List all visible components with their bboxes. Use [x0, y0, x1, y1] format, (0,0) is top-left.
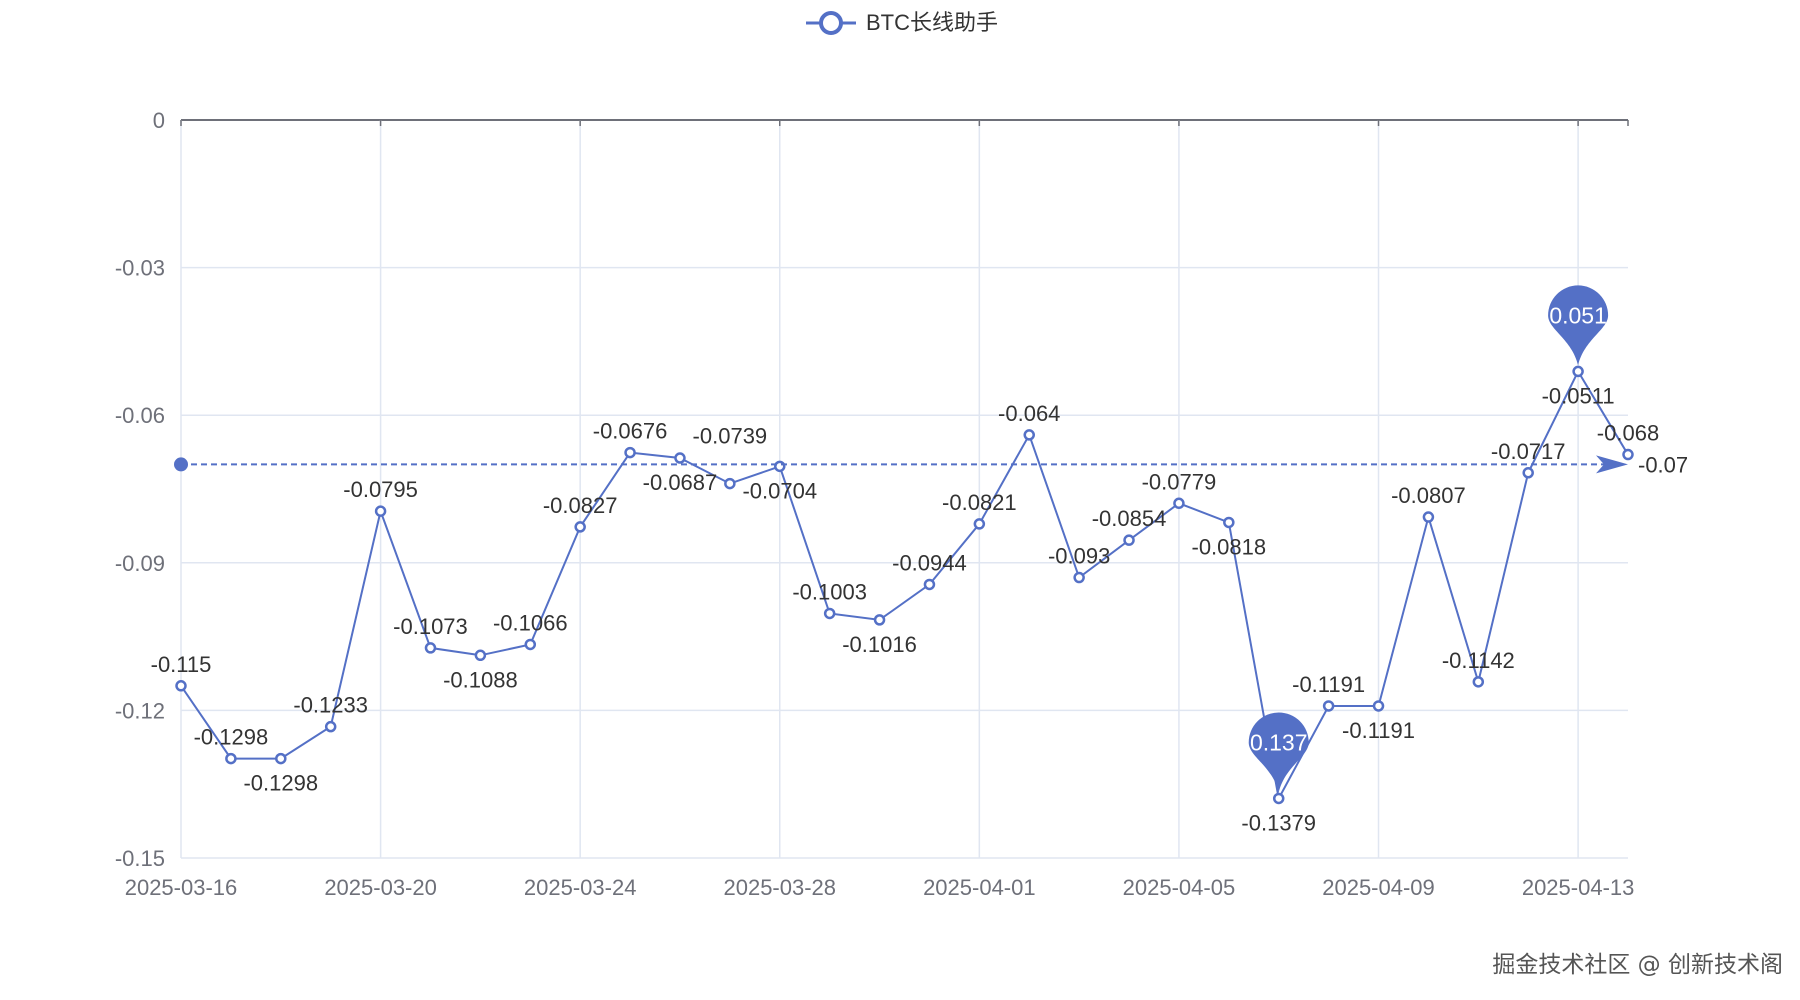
data-label: -0.0511 — [1542, 383, 1615, 408]
data-label: -0.1073 — [393, 614, 468, 639]
x-tick-label: 2025-04-05 — [1123, 875, 1236, 900]
data-label: -0.1191 — [1292, 672, 1365, 697]
data-point — [225, 752, 237, 765]
pin-label-max: 0.051 — [1549, 302, 1607, 328]
data-label: -0.1233 — [293, 693, 368, 718]
data-point — [424, 642, 437, 654]
data-label: -0.1142 — [1442, 648, 1515, 673]
data-point — [374, 505, 387, 517]
data-label: -0.093 — [1048, 544, 1110, 569]
data-label: -0.0779 — [1142, 469, 1217, 494]
y-tick-label: -0.15 — [115, 846, 165, 871]
data-label: -0.1088 — [443, 667, 518, 692]
data-point — [524, 638, 537, 651]
data-point — [275, 752, 287, 765]
data-label: -0.1379 — [1241, 810, 1316, 835]
data-label: -0.1298 — [243, 771, 318, 796]
data-point — [1522, 467, 1534, 479]
data-point — [973, 518, 986, 530]
data-label: -0.0717 — [1491, 439, 1566, 464]
average-label: -0.07 — [1638, 452, 1688, 477]
data-point — [624, 446, 636, 459]
y-tick-label: -0.06 — [115, 403, 165, 428]
legend[interactable]: BTC长线助手 — [806, 10, 998, 35]
pin-marker-max — [1548, 285, 1609, 366]
data-label: -0.1066 — [493, 610, 568, 635]
data-point — [324, 720, 337, 733]
data-point — [1272, 792, 1285, 805]
data-point — [674, 452, 686, 464]
pin-label-min: 0.137 — [1250, 729, 1308, 755]
data-label: -0.1191 — [1342, 718, 1415, 743]
data-point — [574, 521, 586, 533]
y-tick-label: 0 — [153, 108, 165, 133]
data-label: -0.0821 — [942, 490, 1017, 515]
data-label: -0.064 — [998, 401, 1060, 426]
data-label: -0.115 — [151, 652, 212, 677]
data-label: -0.0818 — [1192, 534, 1267, 559]
data-label: -0.1016 — [842, 632, 917, 657]
data-point — [1173, 497, 1185, 510]
data-point — [1572, 365, 1584, 378]
data-point — [1223, 516, 1235, 529]
y-tick-label: -0.12 — [115, 698, 165, 723]
legend-circle-icon — [819, 11, 843, 35]
data-point — [1073, 571, 1085, 584]
data-label: -0.0704 — [742, 478, 817, 503]
data-label: -0.0854 — [1092, 506, 1167, 531]
data-point — [474, 649, 487, 662]
x-tick-label: 2025-03-16 — [125, 875, 238, 900]
data-point — [1322, 700, 1335, 712]
x-tick-label: 2025-04-13 — [1522, 875, 1635, 900]
markline-arrow-icon — [1596, 455, 1628, 474]
data-label: -0.0687 — [643, 470, 718, 495]
data-point — [1123, 534, 1135, 546]
data-point — [1372, 700, 1385, 712]
data-label: -0.0807 — [1391, 483, 1466, 508]
legend-label: BTC长线助手 — [866, 10, 998, 35]
data-point — [1622, 448, 1634, 461]
data-point — [175, 680, 187, 692]
series-line — [180, 369, 1629, 802]
data-point — [724, 477, 736, 490]
pin-marker-min — [1248, 712, 1309, 793]
x-tick-label: 2025-03-20 — [324, 875, 437, 900]
data-label: -0.068 — [1597, 421, 1659, 446]
data-point — [1023, 429, 1035, 441]
data-label: -0.0827 — [543, 493, 618, 518]
data-label: -0.0795 — [343, 477, 418, 502]
watermark: 掘金技术社区 @ 创新技术阁 — [1492, 952, 1783, 978]
x-tick-label: 2025-03-24 — [524, 875, 637, 900]
data-label: -0.0944 — [892, 550, 967, 575]
data-point — [823, 607, 836, 620]
data-label: -0.0739 — [693, 424, 768, 449]
data-point — [1472, 676, 1485, 688]
data-point — [1422, 511, 1435, 523]
x-tick-label: 2025-04-09 — [1322, 875, 1435, 900]
data-point — [774, 460, 786, 473]
data-point — [923, 578, 936, 591]
y-tick-label: -0.03 — [115, 256, 165, 281]
y-tick-label: -0.09 — [115, 551, 165, 576]
x-tick-label: 2025-04-01 — [923, 875, 1036, 900]
x-tick-label: 2025-03-28 — [723, 875, 836, 900]
data-point — [873, 614, 886, 626]
data-label: -0.1298 — [194, 725, 269, 750]
data-label: -0.0676 — [593, 419, 668, 444]
data-label: -0.1003 — [792, 579, 867, 604]
